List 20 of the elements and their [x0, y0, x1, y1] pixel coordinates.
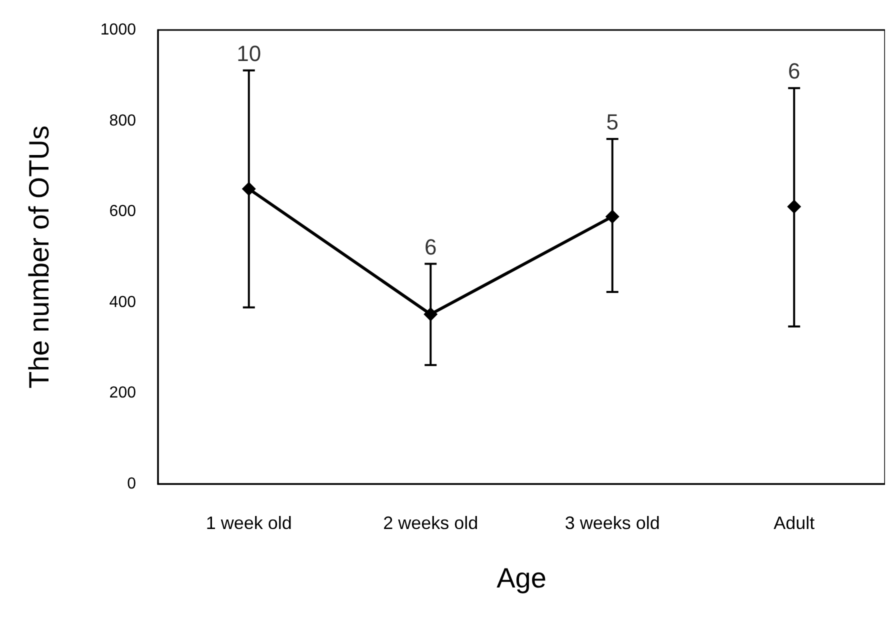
point — [787, 200, 802, 214]
annotation: 10 — [236, 40, 262, 66]
annotation: 5 — [606, 109, 618, 134]
x-tick-label: 3 weeks old — [564, 513, 660, 533]
y-tick-label: 400 — [109, 294, 136, 311]
y-axis-title: The number of OTUs — [24, 126, 54, 388]
point — [424, 307, 438, 322]
point — [242, 182, 256, 196]
x-tick-label: Adult — [774, 513, 815, 533]
annotation: 6 — [424, 234, 437, 260]
x-tick-label: 2 weeks old — [383, 513, 478, 533]
y-tick-label: 200 — [109, 384, 136, 402]
y-tick-label: 600 — [109, 203, 136, 220]
x-tick-label: 1 week old — [206, 513, 292, 533]
x-axis-title: Age — [496, 562, 546, 594]
y-tick-label: 1000 — [100, 22, 136, 38]
y-tick-label: 800 — [109, 112, 136, 130]
y-tick-label: 0 — [127, 476, 136, 492]
point — [605, 210, 620, 224]
annotation: 6 — [788, 58, 800, 84]
